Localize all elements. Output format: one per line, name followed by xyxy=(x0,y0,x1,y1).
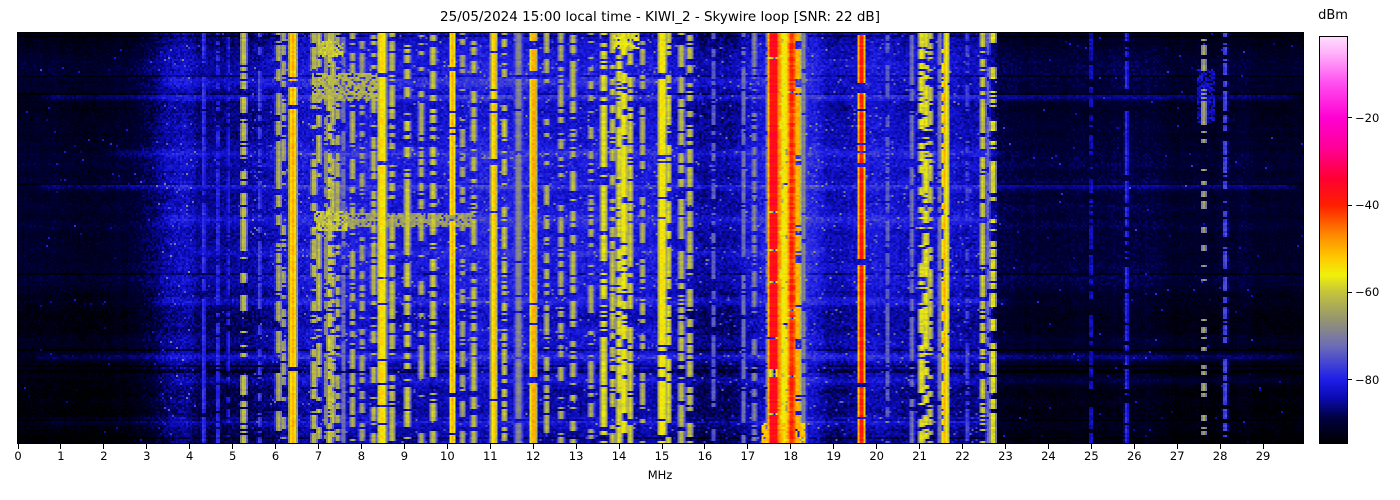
colorbar-unit-label: dBm xyxy=(1318,8,1348,23)
x-tick xyxy=(232,444,234,449)
x-tick-label: 15 xyxy=(654,449,670,463)
x-tick-label: 25 xyxy=(1084,449,1099,463)
waterfall-heatmap xyxy=(18,33,1303,443)
x-tick xyxy=(446,444,448,449)
x-tick xyxy=(833,444,835,449)
x-tick-label: 28 xyxy=(1212,449,1228,463)
colorbar-tick xyxy=(1348,117,1352,119)
x-tick-label: 26 xyxy=(1126,449,1142,463)
x-tick-label: 27 xyxy=(1169,449,1185,463)
x-tick xyxy=(60,444,62,449)
x-axis-label: MHz xyxy=(647,468,673,482)
x-tick xyxy=(790,444,792,449)
x-tick-label: 29 xyxy=(1255,449,1271,463)
x-tick-label: 21 xyxy=(912,449,927,463)
x-tick xyxy=(876,444,878,449)
x-tick xyxy=(1004,444,1006,449)
colorbar-tick xyxy=(1348,291,1352,293)
x-tick xyxy=(103,444,105,449)
x-tick-label: 23 xyxy=(998,449,1013,463)
x-tick-label: 5 xyxy=(228,449,237,463)
waterfall-plot-frame xyxy=(17,32,1304,444)
x-tick xyxy=(532,444,534,449)
figure-title: 25/05/2024 15:00 local time - KIWI_2 - S… xyxy=(440,9,880,25)
x-tick-label: 20 xyxy=(869,449,884,463)
x-tick xyxy=(704,444,706,449)
x-tick xyxy=(747,444,749,449)
x-tick-label: 8 xyxy=(357,449,366,463)
colorbar-tick xyxy=(1348,379,1352,381)
x-tick-label: 2 xyxy=(100,449,108,463)
colorbar-tick xyxy=(1348,204,1352,206)
x-tick-label: 14 xyxy=(611,449,627,463)
x-tick xyxy=(1090,444,1092,449)
x-tick xyxy=(360,444,362,449)
x-tick-label: 3 xyxy=(143,449,151,463)
x-tick xyxy=(1133,444,1135,449)
x-tick xyxy=(1176,444,1178,449)
x-tick-label: 1 xyxy=(57,449,65,463)
x-tick-label: 17 xyxy=(740,449,756,463)
x-tick-label: 16 xyxy=(697,449,713,463)
colorbar-tick-label: −60 xyxy=(1355,285,1380,300)
x-tick-label: 19 xyxy=(826,449,842,463)
x-tick-label: 0 xyxy=(14,449,22,463)
x-tick xyxy=(318,444,320,449)
x-tick xyxy=(17,444,19,449)
x-tick xyxy=(1047,444,1049,449)
x-tick-label: 10 xyxy=(440,449,455,463)
x-tick-label: 12 xyxy=(525,449,541,463)
x-tick xyxy=(618,444,620,449)
x-tick-label: 18 xyxy=(783,449,799,463)
x-tick xyxy=(403,444,405,449)
x-tick-label: 7 xyxy=(314,449,323,463)
x-tick xyxy=(919,444,921,449)
colorbar-frame xyxy=(1319,36,1348,444)
x-tick xyxy=(575,444,577,449)
colorbar-tick-label: −80 xyxy=(1355,372,1380,387)
x-tick-label: 6 xyxy=(271,449,280,463)
x-tick-label: 4 xyxy=(186,449,194,463)
x-tick-label: 11 xyxy=(482,449,498,463)
x-tick xyxy=(1219,444,1221,449)
x-tick-label: 13 xyxy=(568,449,584,463)
x-tick xyxy=(489,444,491,449)
x-tick-label: 9 xyxy=(400,449,409,463)
colorbar-gradient xyxy=(1320,37,1347,443)
x-tick xyxy=(275,444,277,449)
x-tick xyxy=(962,444,964,449)
colorbar-tick-label: −20 xyxy=(1355,110,1380,125)
x-tick xyxy=(661,444,663,449)
colorbar-tick-label: −40 xyxy=(1355,198,1380,213)
x-tick xyxy=(146,444,148,449)
x-tick xyxy=(1262,444,1264,449)
x-tick-label: 22 xyxy=(955,449,970,463)
x-tick xyxy=(189,444,191,449)
x-tick-label: 24 xyxy=(1041,449,1056,463)
